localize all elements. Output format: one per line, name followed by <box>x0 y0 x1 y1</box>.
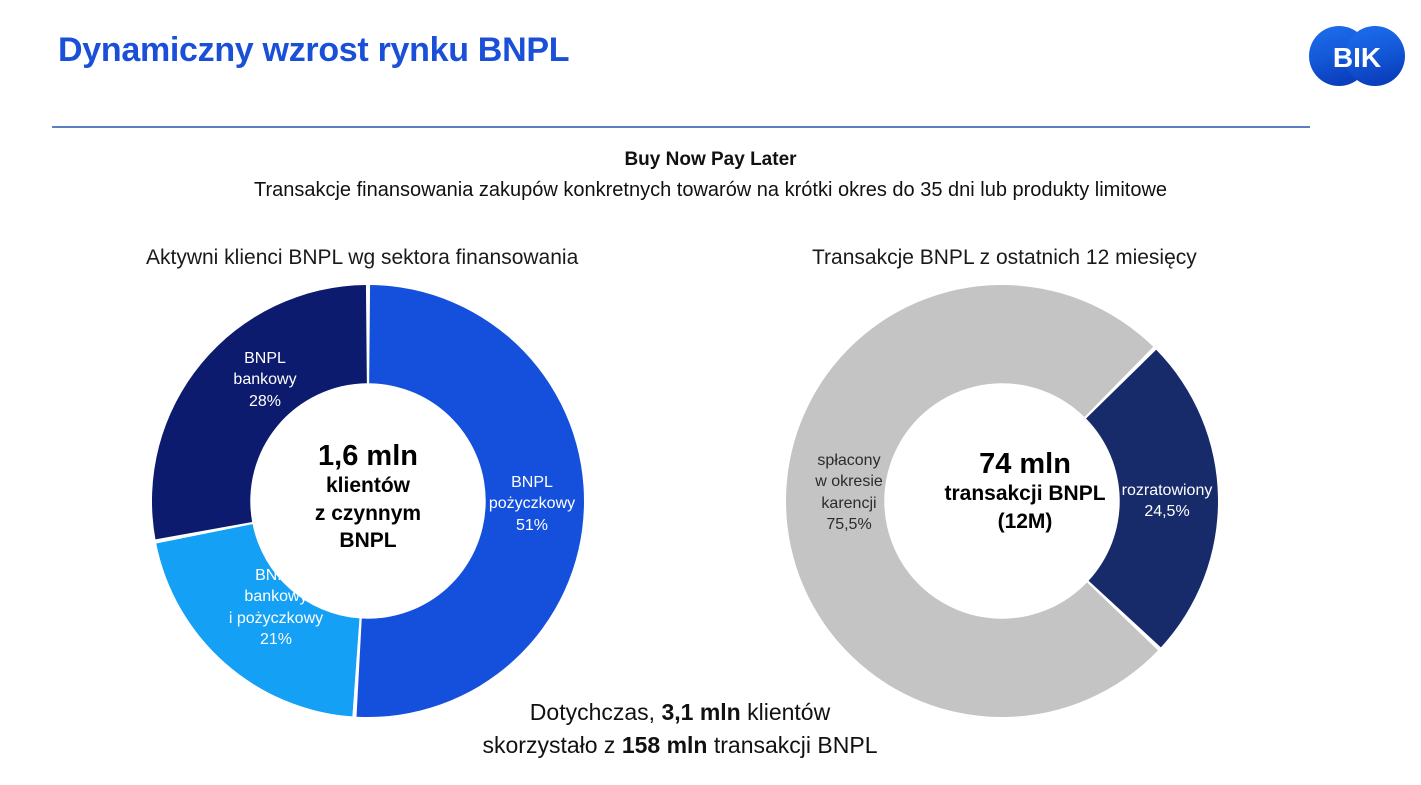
donut-slice <box>356 285 584 717</box>
footer-line-2-suffix: transakcji BNPL <box>707 731 878 758</box>
subtitle-primary: Buy Now Pay Later <box>624 149 797 170</box>
footer-line-1-highlight: 3,1 mln <box>661 699 741 725</box>
footer-line-1-prefix: Dotychczas, <box>529 699 662 725</box>
donut-slice <box>1086 349 1218 648</box>
donut-slice <box>152 285 367 540</box>
bik-logo: BIK <box>1305 24 1409 88</box>
footer-line-2-prefix: skorzystało z <box>482 731 622 758</box>
subtitle-block: Buy Now Pay Later Transakcje finansowani… <box>0 148 1421 203</box>
donut-slice <box>786 285 1159 717</box>
chart-title-left: Aktywni klienci BNPL wg sektora finansow… <box>146 246 579 269</box>
donut-chart-clients <box>148 281 588 721</box>
footer-line-1: Dotychczas, 3,1 mln klientów <box>400 696 960 729</box>
header-divider <box>52 126 1310 128</box>
page-title: Dynamiczny wzrost rynku BNPL <box>58 31 570 69</box>
footer-summary: Dotychczas, 3,1 mln klientów skorzystało… <box>400 696 960 761</box>
footer-line-2: skorzystało z 158 mln transakcji BNPL <box>400 729 960 762</box>
bik-logo-text: BIK <box>1333 42 1381 73</box>
donut-chart-transactions <box>782 281 1222 721</box>
subtitle-secondary: Transakcje finansowania zakupów konkretn… <box>253 178 1168 201</box>
footer-line-1-suffix: klientów <box>740 699 831 725</box>
donut-slice <box>156 524 360 717</box>
footer-line-2-highlight: 158 mln <box>621 731 708 758</box>
chart-title-right: Transakcje BNPL z ostatnich 12 miesięcy <box>812 246 1197 269</box>
